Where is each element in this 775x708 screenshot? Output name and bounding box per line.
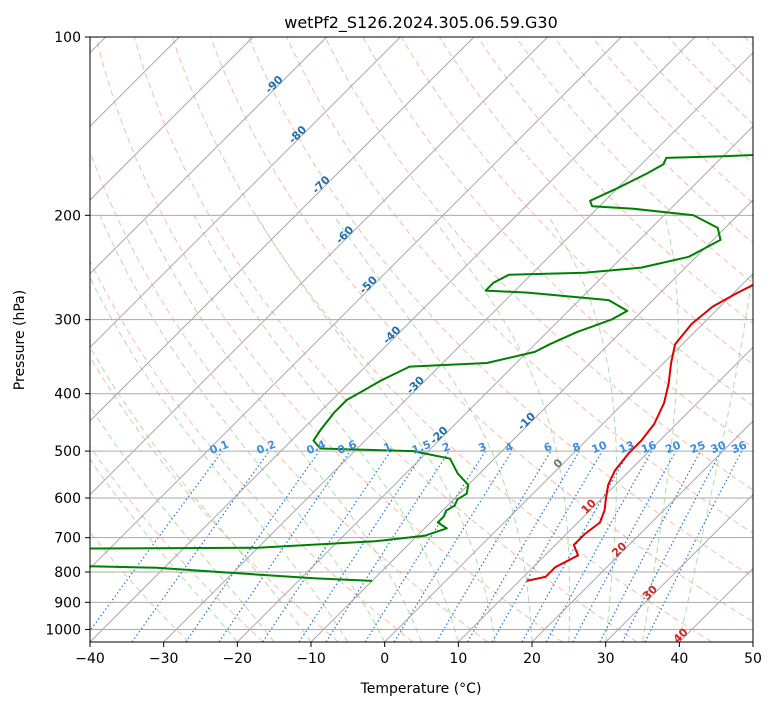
mixing-ratio-line — [545, 450, 653, 642]
mixing-ratio-line — [90, 450, 223, 632]
y-tick-label: 800 — [54, 565, 81, 581]
y-tick-label: 200 — [54, 208, 81, 224]
y-tick-label: 900 — [54, 595, 81, 611]
mixing-ratio-line — [521, 450, 631, 642]
dry-adiabat — [171, 37, 712, 642]
mixing-ratio-line — [218, 450, 351, 642]
dry-adiabat — [286, 37, 753, 534]
dry-adiabat — [133, 37, 638, 642]
isotherm — [236, 125, 753, 642]
mixing-ratio-line — [393, 450, 513, 642]
isotherm — [531, 420, 753, 642]
mixing-ratio-label: 10 — [590, 438, 609, 456]
chart-title: wetPf2_S126.2024.305.06.59.G30 — [284, 13, 558, 33]
dry-adiabat — [90, 356, 339, 642]
moist-adiabat — [90, 405, 275, 642]
x-axis: −40 −30 −20 −10 0 10 20 30 40 50 — [75, 642, 762, 667]
mixing-ratio-label: 20 — [664, 438, 683, 456]
isotherm — [90, 37, 254, 201]
dry-adiabat — [324, 37, 753, 491]
x-tick-label: −40 — [75, 651, 105, 667]
isotherm — [90, 37, 622, 570]
mixing-ratio-line — [298, 450, 425, 642]
moist-adiabat — [678, 265, 753, 642]
y-tick-label: 500 — [54, 444, 81, 460]
mixing-ratio-label: 1 — [382, 440, 394, 455]
moist-adiabat — [333, 215, 533, 642]
y-tick-label: 400 — [54, 387, 81, 403]
x-tick-label: −30 — [149, 651, 179, 667]
dry-adiabat — [515, 37, 753, 284]
moist-adiabat — [99, 215, 386, 642]
isotherm — [90, 37, 696, 642]
mixing-ratio-line — [325, 450, 450, 642]
mixing-ratio-label: 30 — [709, 438, 728, 456]
mixing-ratio-label: 8 — [571, 440, 583, 455]
y-axis: 100 200 300 400 500 600 700 800 900 1000 — [45, 30, 90, 638]
moist-adiabat — [642, 215, 679, 642]
y-tick-label: 300 — [54, 313, 81, 329]
y-tick-label: 700 — [54, 531, 81, 547]
y-tick-label: 1000 — [45, 622, 81, 638]
isotherm — [384, 272, 753, 642]
profile-series — [90, 154, 753, 582]
mixing-ratio-label: 16 — [639, 438, 658, 456]
plot-frame — [89, 36, 754, 643]
moist-adiabat — [142, 215, 422, 642]
x-tick-label: 30 — [597, 651, 615, 667]
y-tick-label: 600 — [54, 491, 81, 507]
mixing-ratio-label: 3 — [476, 440, 488, 455]
dry-adiabat — [248, 37, 753, 578]
mixing-ratio-label: 13 — [617, 439, 636, 457]
moist-adiabat — [90, 345, 312, 642]
mixing-ratio-line — [572, 450, 677, 642]
dry-adiabat — [95, 37, 563, 642]
isotherm — [310, 199, 753, 642]
mixing-ratio-line — [185, 450, 320, 642]
isotherm — [90, 37, 549, 496]
pressure-grid — [90, 37, 753, 642]
mixing-ratio-label: 36 — [730, 438, 749, 456]
background-lines — [90, 37, 753, 642]
mixing-ratio-line — [262, 450, 392, 642]
x-tick-label: −20 — [223, 651, 253, 667]
mixing-ratio-label: 2 — [440, 440, 452, 455]
isotherm — [90, 37, 401, 349]
moist-adiabat — [90, 458, 238, 642]
moist-adiabat — [193, 215, 459, 642]
x-tick-label: 50 — [744, 651, 762, 667]
x-tick-label: 40 — [670, 651, 688, 667]
mixing-ratio-line — [644, 450, 743, 642]
isotherm — [457, 346, 753, 642]
isotherm — [90, 37, 475, 422]
temperature-line — [526, 283, 753, 582]
dry-adiabat — [90, 445, 264, 642]
moist-adiabat — [547, 215, 617, 642]
x-tick-label: 0 — [380, 651, 389, 667]
x-tick-label: 10 — [449, 651, 467, 667]
dry-adiabat — [90, 259, 414, 642]
y-axis-label: Pressure (hPa) — [12, 290, 28, 390]
x-tick-label: 20 — [523, 651, 541, 667]
isotherm — [163, 51, 753, 642]
y-tick-label: 100 — [54, 30, 81, 46]
x-tick-label: −10 — [296, 651, 326, 667]
isotherm — [90, 37, 328, 275]
mixing-ratio-label: 25 — [688, 439, 707, 457]
mixing-ratio-line — [131, 450, 270, 642]
moist-adiabat — [430, 215, 571, 642]
dry-adiabat — [210, 37, 753, 623]
isotherm — [605, 493, 753, 642]
dewpoint-line — [90, 154, 753, 582]
x-axis-label: Temperature (°C) — [360, 681, 482, 697]
